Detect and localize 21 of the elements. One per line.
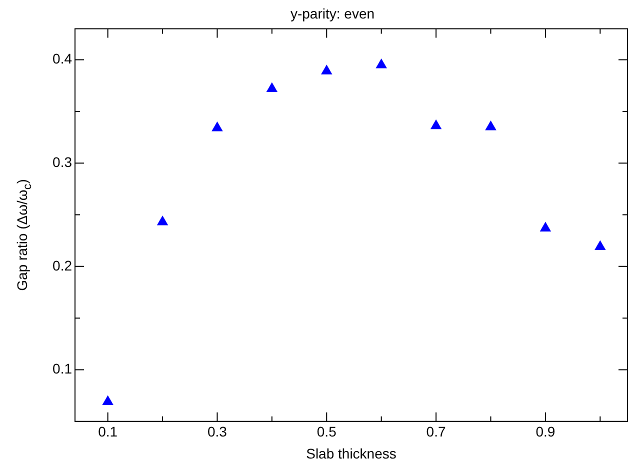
x-tick-label: 0.9 bbox=[536, 424, 556, 440]
point bbox=[540, 222, 551, 232]
point bbox=[485, 120, 496, 130]
x-tick-label: 0.7 bbox=[426, 424, 446, 440]
x-axis-title: Slab thickness bbox=[306, 445, 396, 462]
point bbox=[102, 396, 114, 406]
point bbox=[376, 58, 387, 68]
point bbox=[430, 120, 442, 130]
x-tick-label: 0.5 bbox=[316, 424, 337, 440]
point bbox=[212, 122, 222, 132]
point bbox=[266, 82, 278, 92]
point bbox=[594, 240, 606, 250]
y-tick-label: 0.2 bbox=[52, 257, 72, 274]
chart-title: y-parity: even bbox=[290, 5, 375, 22]
point bbox=[321, 65, 332, 74]
x-tick-label: 0.1 bbox=[98, 424, 118, 440]
y-tick-label: 0.3 bbox=[52, 154, 72, 170]
y-tick-label: 0.4 bbox=[52, 50, 72, 67]
x-tick-label: 0.3 bbox=[207, 424, 228, 440]
point bbox=[157, 216, 168, 226]
y-tick-label: 0.1 bbox=[52, 360, 72, 377]
